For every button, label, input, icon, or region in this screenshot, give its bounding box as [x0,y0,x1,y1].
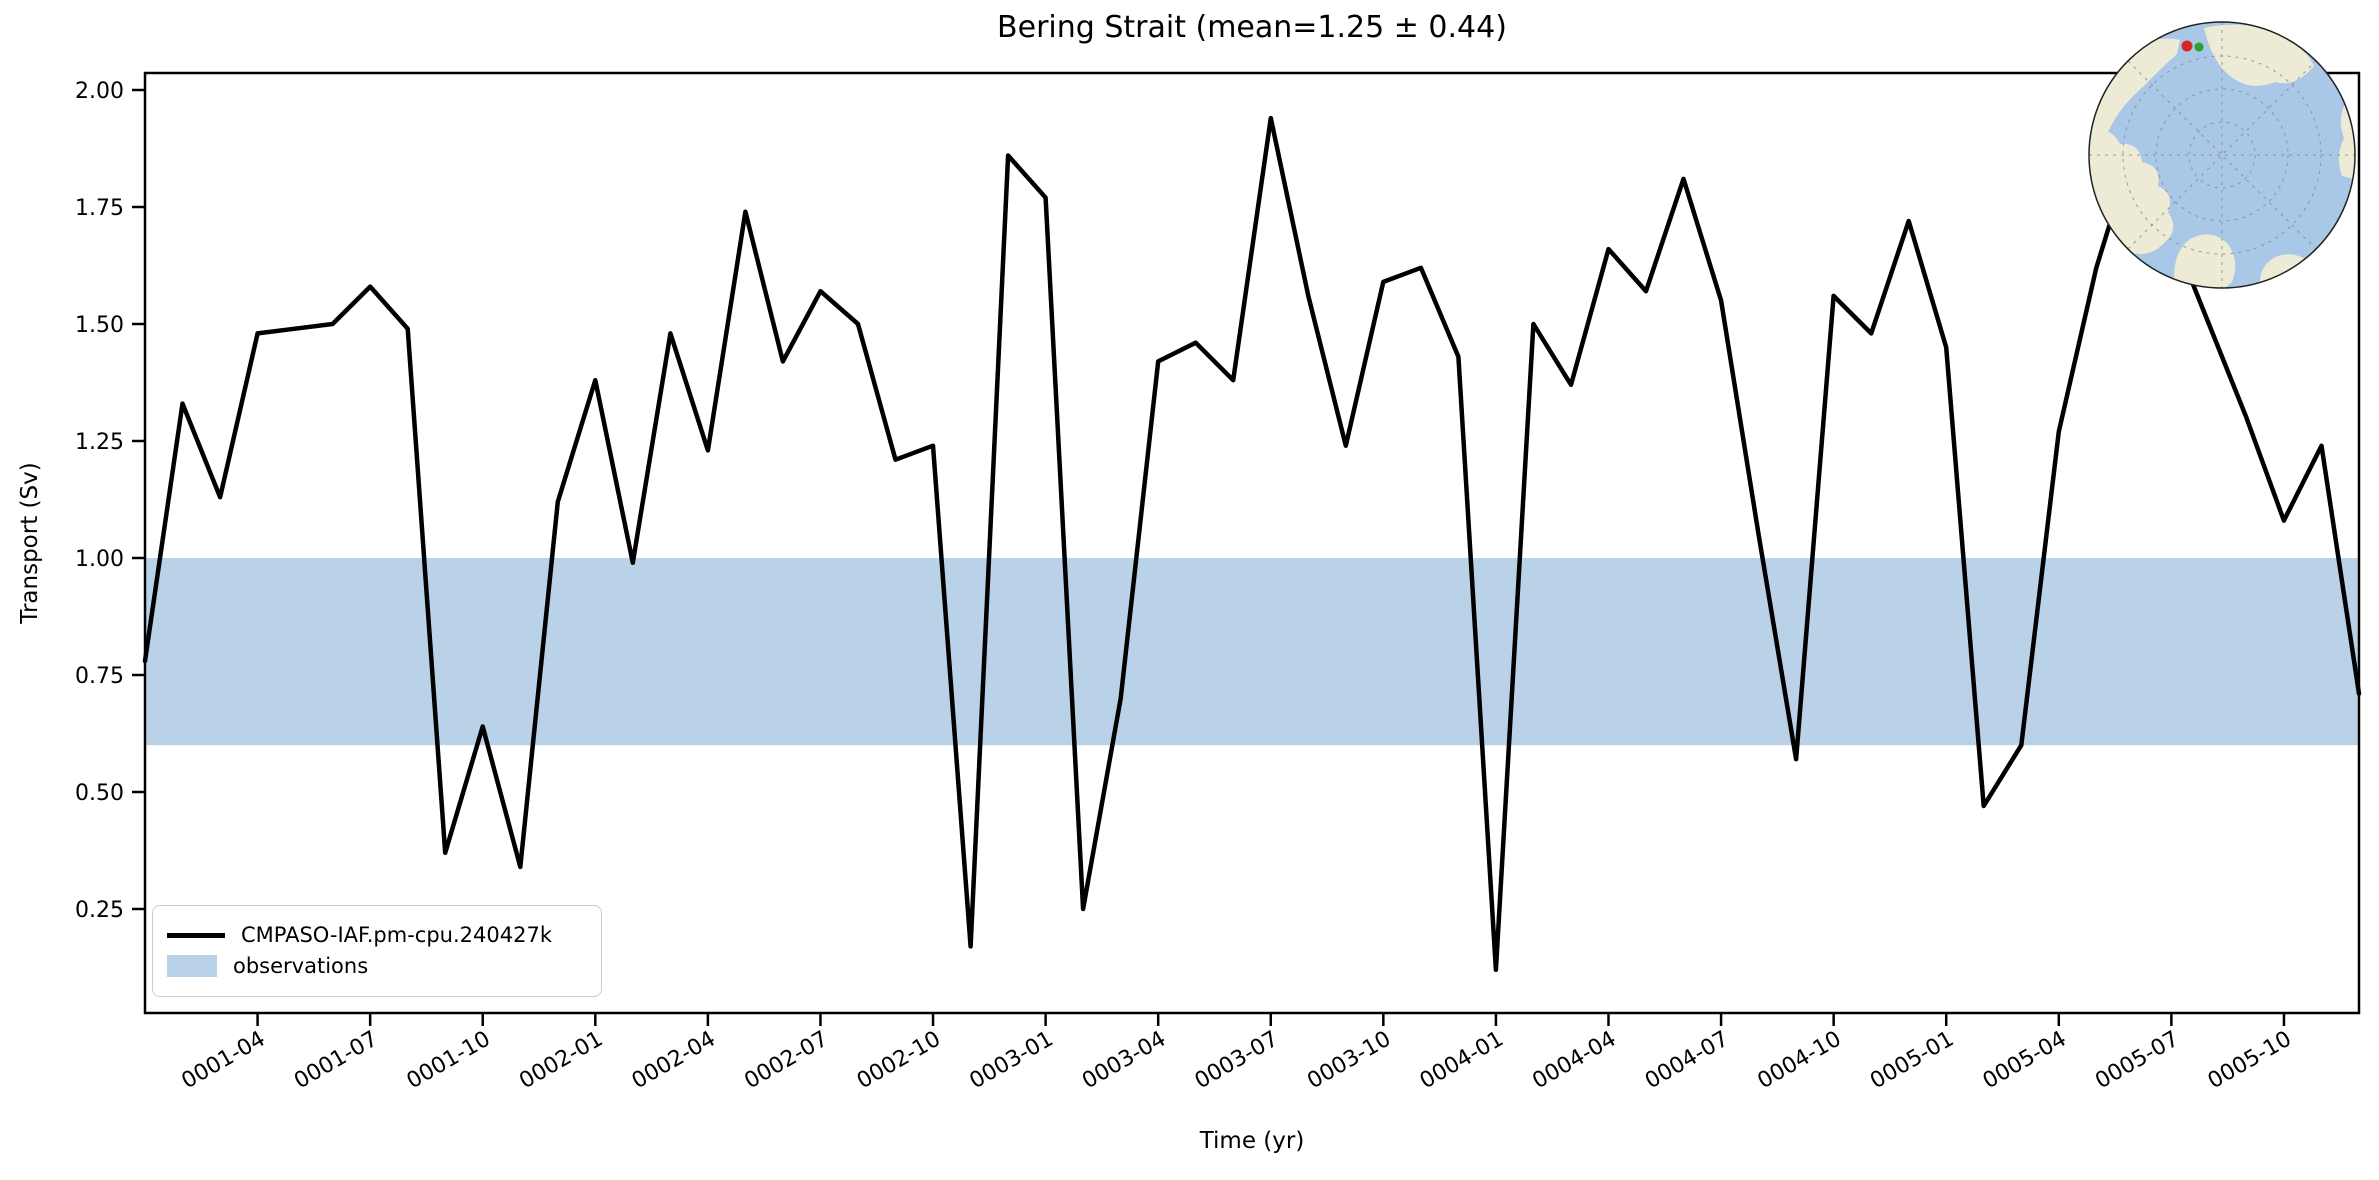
x-tick-label: 0002-10 [853,1027,945,1095]
x-tick-label: 0004-07 [1641,1027,1733,1095]
x-tick-label: 0005-10 [2204,1027,2296,1095]
x-axis-label: Time (yr) [1199,1128,1305,1154]
x-tick-label: 0003-04 [1078,1027,1170,1095]
x-tick-label: 0002-07 [740,1027,832,1095]
inset-map [2088,21,2356,289]
legend-line-sample [167,933,225,938]
legend-entry-model: CMPASO-IAF.pm-cpu.240427k [167,925,601,946]
map-land-chukotka [2089,38,2180,134]
x-tick-label: 0004-10 [1753,1027,1845,1095]
x-tick-label: 0004-04 [1528,1027,1620,1095]
y-tick-label: 2.00 [75,79,124,104]
x-tick-label: 0005-07 [2091,1027,2183,1095]
x-tick-label: 0005-01 [1866,1027,1958,1095]
y-tick-label: 1.75 [75,196,124,221]
observations-band [146,558,2358,746]
map-land-alaska [2204,24,2314,86]
y-tick-label: 1.00 [75,547,124,572]
x-axis-ticks: 0001-04 0001-07 0001-10 0002-01 0002-04 0002-… [177,1013,2296,1095]
transect-marker-green [2194,42,2204,52]
x-tick-label: 0003-07 [1191,1027,1283,1095]
y-tick-label: 0.50 [75,781,124,806]
plot-frame [143,71,2361,1015]
y-tick-label: 1.25 [75,430,124,455]
legend: CMPASO-IAF.pm-cpu.240427k observations [152,905,602,997]
transect-marker-red [2181,40,2193,52]
y-tick-label: 0.25 [75,898,124,923]
legend-band-label: observations [233,953,369,978]
x-tick-label: 0002-04 [628,1027,720,1095]
map-border [2088,21,2356,289]
map-land-greenland [2174,234,2236,288]
x-tick-label: 0005-04 [1979,1027,2071,1095]
x-tick-label: 0001-07 [290,1027,382,1095]
y-tick-label: 0.75 [75,664,124,689]
legend-band-sample [167,955,217,977]
y-tick-label: 1.50 [75,313,124,338]
x-tick-label: 0003-10 [1303,1027,1395,1095]
transport-line [142,115,2362,973]
legend-entry-observations: observations [167,955,601,977]
chart-title: Bering Strait (mean=1.25 ± 0.44) [997,10,1507,45]
x-tick-label: 0002-01 [515,1027,607,1095]
x-tick-label: 0001-04 [177,1027,269,1095]
y-axis-label: Transport (Sv) [17,462,43,624]
x-tick-label: 0004-01 [1416,1027,1508,1095]
x-tick-label: 0001-10 [403,1027,495,1095]
map-graticule [2089,22,2355,288]
y-axis-ticks: 2.00 1.75 1.50 1.25 1.00 0.75 0.50 0.25 [75,79,145,923]
legend-line-label: CMPASO-IAF.pm-cpu.240427k [241,923,552,947]
x-tick-label: 0003-01 [965,1027,1057,1095]
